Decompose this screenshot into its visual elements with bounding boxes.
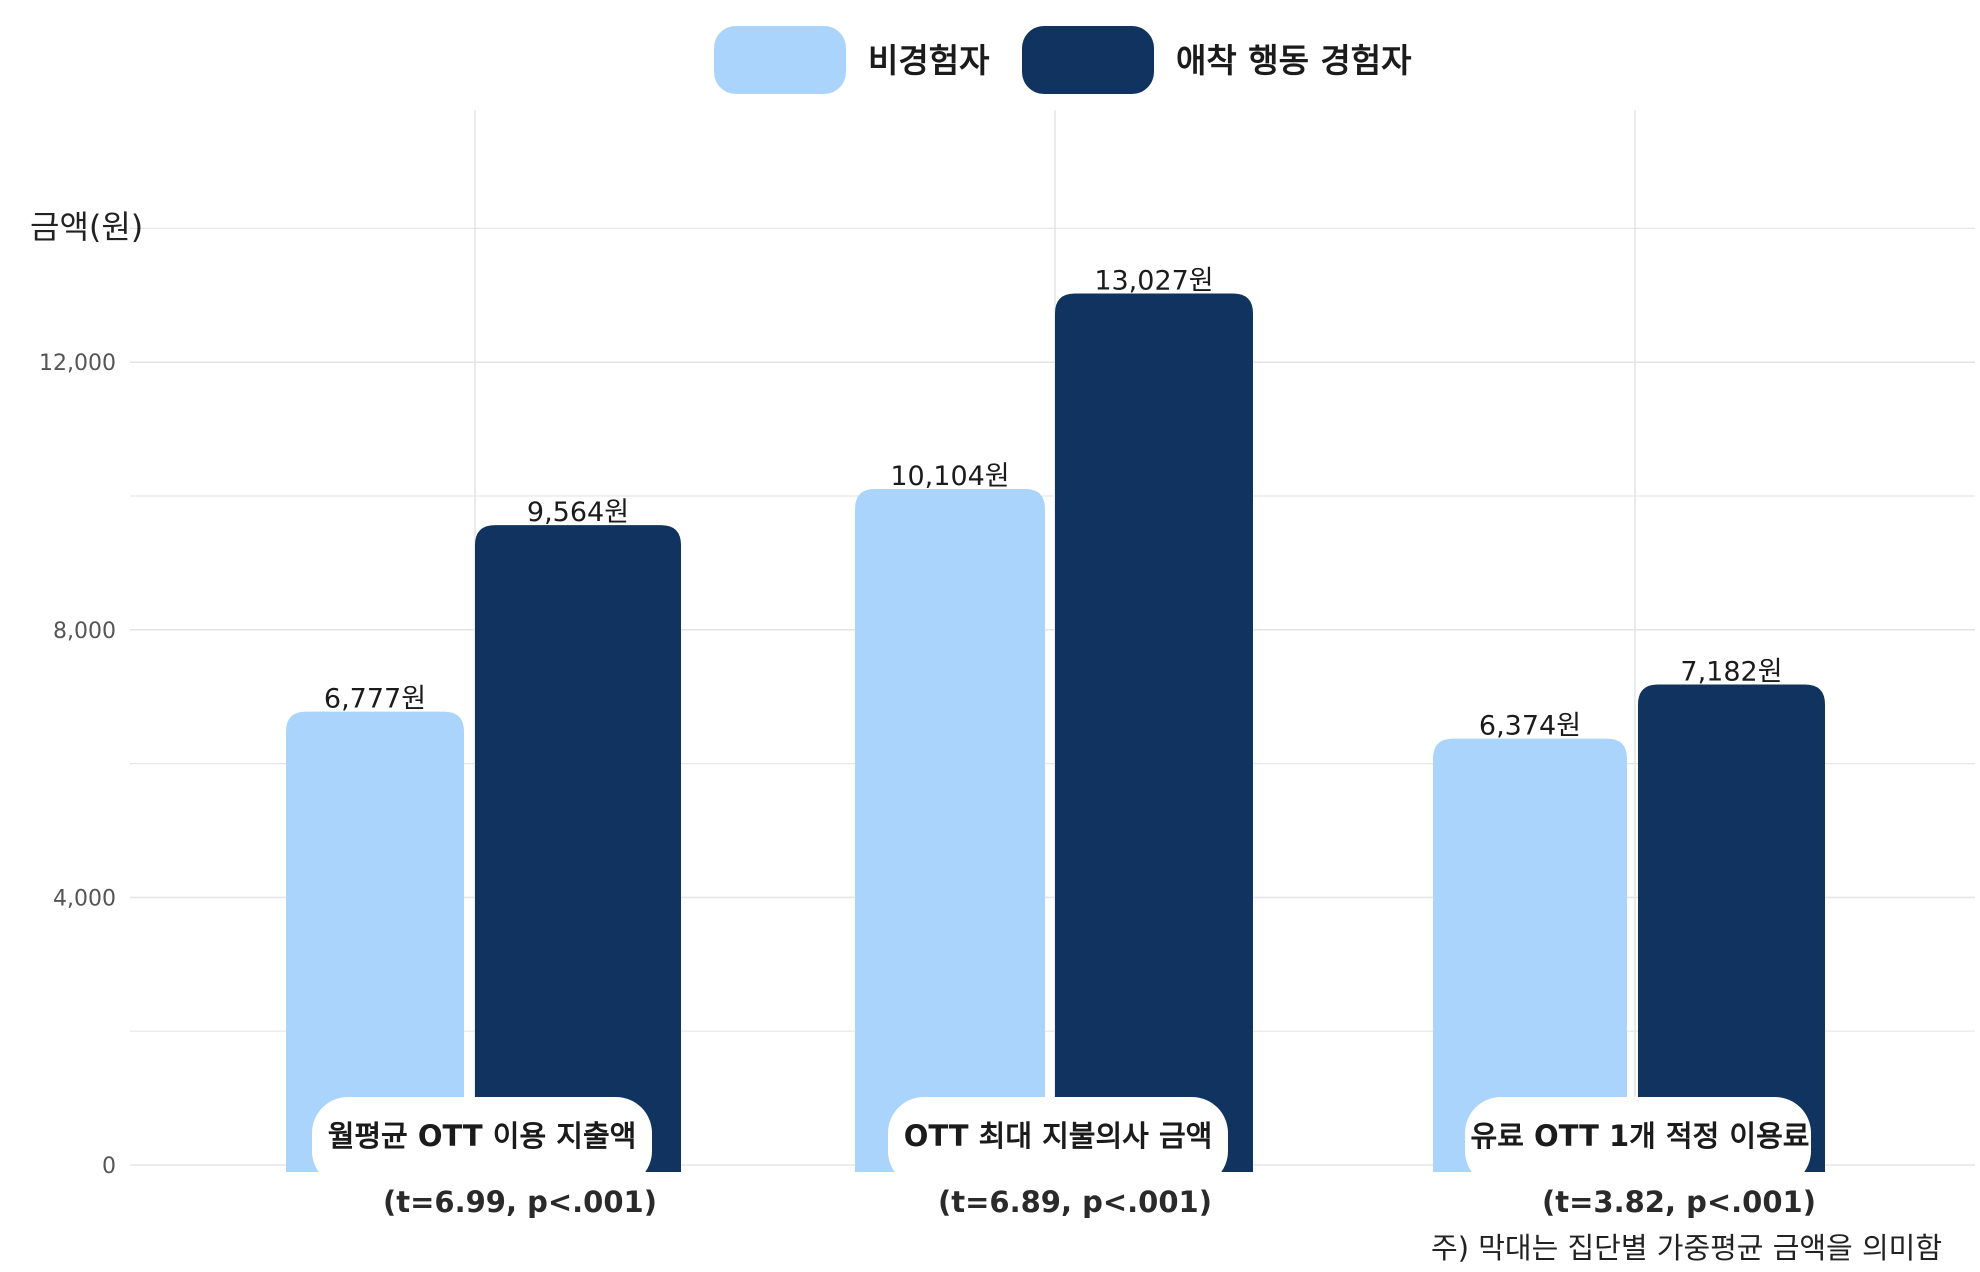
bars [286, 293, 1825, 1173]
legend-label-2: 애착 행동 경험자 [1176, 41, 1412, 80]
stat-label: (t=6.89, p<.001) [938, 1185, 1212, 1219]
bar-attachment-2 [1055, 293, 1253, 1172]
footnote: 주) 막대는 집단별 가중평균 금액을 의미함 [1431, 1231, 1942, 1265]
stat-label: (t=6.99, p<.001) [383, 1185, 657, 1219]
data-label: 7,182원 [1680, 657, 1782, 688]
category-pill [312, 1097, 652, 1187]
category-label: OTT 최대 지불의사 금액 [904, 1119, 1213, 1153]
legend-swatch-2 [1022, 26, 1154, 94]
category-pill [1465, 1097, 1811, 1187]
y-tick-label: 0 [102, 1154, 116, 1179]
legend-label-1: 비경험자 [868, 41, 990, 80]
category-label: 월평균 OTT 이용 지출액 [328, 1119, 637, 1153]
bar-attachment-3 [1638, 684, 1825, 1172]
stat-label: (t=3.82, p<.001) [1542, 1185, 1816, 1219]
bar-attachment-1 [475, 525, 681, 1172]
y-tick-label: 4,000 [53, 886, 116, 911]
data-label: 6,777원 [324, 684, 426, 715]
category-pill [888, 1097, 1228, 1187]
y-tick-label: 12,000 [39, 351, 116, 376]
bar-non-experienced-2 [855, 489, 1045, 1173]
y-axis-ticks: 0 4,000 8,000 12,000 [39, 351, 116, 1179]
data-label: 10,104원 [890, 461, 1009, 492]
y-tick-label: 8,000 [53, 619, 116, 644]
bar-non-experienced-1 [286, 711, 464, 1172]
y-axis-label: 금액(원) [30, 208, 143, 246]
category-label: 유료 OTT 1개 적정 이용료 [1471, 1119, 1810, 1153]
value-labels: 6,777원 10,104원 6,374원 9,564원 13,027원 7,182원 [324, 265, 1783, 741]
data-label: 13,027원 [1094, 265, 1213, 296]
legend: 비경험자 애착 행동 경험자 [714, 26, 1412, 94]
category-labels: 월평균 OTT 이용 지출액 (t=6.99, p<.001) OTT 최대 지불의… [312, 1097, 1816, 1219]
data-label: 6,374원 [1479, 711, 1581, 742]
data-label: 9,564원 [527, 497, 629, 528]
bar-non-experienced-3 [1433, 738, 1627, 1172]
legend-swatch-1 [714, 26, 846, 94]
